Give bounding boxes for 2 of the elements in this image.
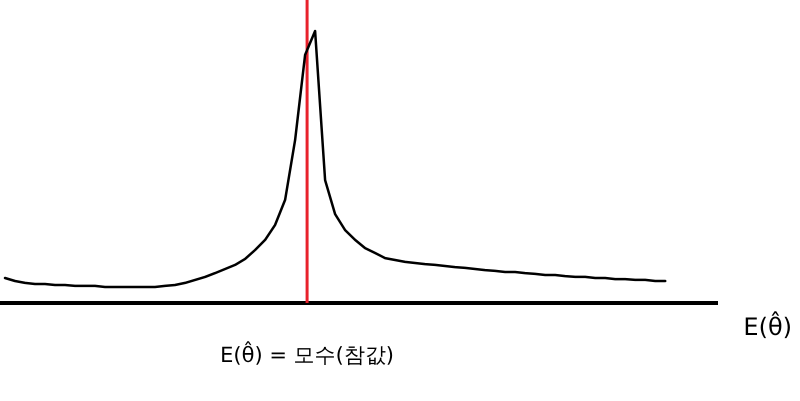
annotation: E(θ̂) = 모수(참값) bbox=[220, 343, 394, 367]
xlabel: E(θ̂) bbox=[743, 313, 792, 341]
